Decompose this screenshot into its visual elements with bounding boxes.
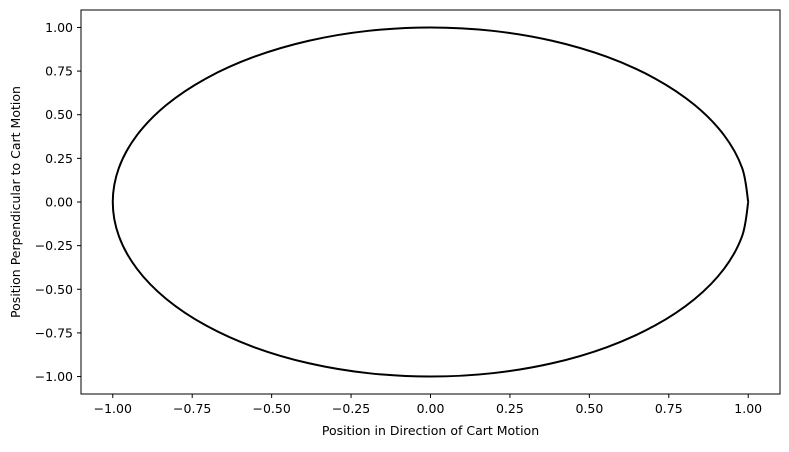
y-tick-label: 1.00: [45, 20, 73, 35]
y-axis: −1.00 −0.75 −0.50 −0.25 0.00 0.25 0.50 0.75 1.00: [35, 20, 81, 384]
y-tick-label: −0.50: [35, 282, 73, 297]
x-tick-label: −0.75: [173, 401, 211, 416]
plot-frame: [80, 9, 781, 395]
y-tick-label: −0.75: [35, 325, 73, 340]
x-axis: −1.00 −0.75 −0.50 −0.25 0.00 0.25 0.50 0.75 1.00: [94, 394, 762, 416]
x-tick-label: 0.50: [575, 401, 603, 416]
y-tick-label: 0.50: [45, 107, 73, 122]
x-tick-label: −0.25: [332, 401, 370, 416]
x-tick-label: 0.75: [655, 401, 683, 416]
plot-content: [111, 26, 750, 378]
y-tick-label: 0.00: [45, 195, 73, 210]
y-tick-label: 0.25: [45, 151, 73, 166]
x-tick-label: −1.00: [94, 401, 132, 416]
y-tick-label: 0.75: [45, 64, 73, 79]
y-tick-label: −0.25: [35, 238, 73, 253]
x-tick-label: 1.00: [734, 401, 762, 416]
x-axis-label: Position in Direction of Cart Motion: [322, 423, 539, 438]
x-tick-label: −0.50: [252, 401, 290, 416]
x-tick-label: 0.25: [496, 401, 524, 416]
y-tick-label: −1.00: [35, 369, 73, 384]
series-line-0: [111, 26, 750, 378]
y-axis-label: Position Perpendicular to Cart Motion: [8, 86, 23, 318]
x-tick-label: 0.00: [417, 401, 445, 416]
